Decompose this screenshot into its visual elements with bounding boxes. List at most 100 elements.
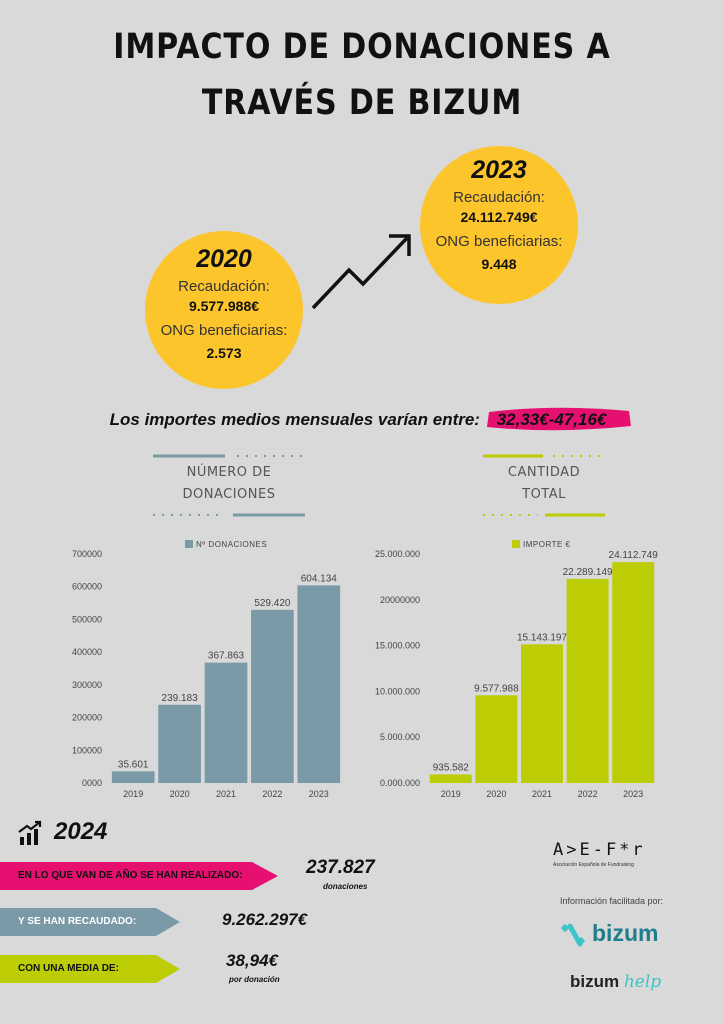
x-tick-label: 2023	[309, 789, 329, 799]
x-tick-label: 2019	[123, 789, 143, 799]
y-tick-label: 0000	[82, 778, 102, 788]
y-tick-label: 500000	[72, 614, 102, 624]
bar	[251, 609, 294, 783]
data-label: 15.143.197	[517, 632, 567, 643]
year-2020-label: 2020	[196, 245, 252, 273]
year-2024-title: 2024	[54, 818, 108, 845]
average-amount-text: Los importes medios mensuales varían ent…	[109, 410, 480, 429]
circle-2023: 2023 Recaudación: 24.112.749€ ONG benefi…	[420, 146, 578, 304]
legend-swatch	[185, 540, 193, 548]
bar	[204, 662, 248, 783]
data-label: 24.112.749	[609, 550, 659, 561]
ong-label-2023: ONG beneficiarias:	[435, 233, 563, 250]
y-tick-label: 700000	[72, 549, 102, 559]
x-tick-label: 2021	[532, 789, 552, 799]
recaudacion-value-2020: 9.577.988€	[188, 298, 260, 314]
right-section-title-line2: TOTAL	[522, 487, 566, 502]
bar	[429, 774, 472, 783]
bar	[297, 585, 341, 783]
y-tick-label: 5.000.000	[380, 732, 420, 742]
chart-svg-0: 0000 100000 200000 300000 400000 500000 600000…	[72, 540, 341, 799]
circle-2020: 2020 Recaudación: 9.577.988€ ONG benefic…	[145, 231, 303, 389]
chart-svg-1: 0.000.000 5.000.000 10.000.000 15.000.000 20…	[375, 540, 659, 799]
ong-value-2023: 9.448	[481, 256, 517, 272]
data-label: 604.134	[301, 573, 338, 584]
aefr-logo-subtitle: Asociación Española de Fundraising	[553, 862, 634, 868]
legend-label: Nº DONACIONES	[196, 540, 267, 549]
y-tick-label: 600000	[72, 582, 102, 592]
row-donations-label: EN LO QUE VAN DE AÑO SE HAN REALIZADO:	[18, 870, 243, 881]
bar	[521, 644, 563, 783]
y-tick-label: 20000000	[380, 595, 420, 605]
x-tick-label: 2021	[216, 789, 236, 799]
bizum-logo-text: bizum	[592, 920, 659, 946]
x-tick-label: 2022	[262, 789, 282, 799]
data-label: 35.601	[118, 759, 149, 770]
bizumhelp-logo-bizum: bizum	[570, 972, 620, 991]
left-section-title-line2: DONACIONES	[182, 487, 276, 502]
left-section-top-rule	[153, 454, 305, 458]
recaudacion-value-2023: 24.112.749€	[460, 209, 538, 225]
left-section-title: NÚMERO DE DONACIONES	[150, 462, 308, 506]
aefr-logo-text: A>E-F*r	[553, 840, 646, 860]
data-label: 22.289.149	[563, 567, 613, 578]
recaudacion-label-2020: Recaudación:	[178, 278, 270, 295]
page-title-line2: TRAVÉS DE BIZUM	[201, 83, 523, 123]
bizumhelp-logo-help: help	[623, 972, 662, 992]
data-label: 9.577.988	[474, 683, 519, 694]
y-tick-label: 15.000.000	[375, 641, 420, 651]
x-tick-label: 2019	[441, 789, 461, 799]
total-amount-chart: 0.000.000 5.000.000 10.000.000 15.000.000 20…	[360, 530, 724, 810]
x-tick-label: 2020	[486, 789, 506, 799]
right-section-top-rule	[483, 454, 605, 458]
legend-swatch	[512, 540, 520, 548]
average-range-value: 32,33€-47,16€	[496, 410, 607, 429]
bar	[475, 695, 518, 783]
average-amount-line: Los importes medios mensuales varían ent…	[0, 407, 724, 432]
y-tick-label: 200000	[72, 713, 102, 723]
x-tick-label: 2020	[170, 789, 190, 799]
average-range-highlight: 32,33€-47,16€	[486, 407, 631, 432]
page-title-line1: IMPACTO DE DONACIONES A	[113, 27, 611, 67]
ong-value-2020: 2.573	[206, 345, 242, 361]
row-raised-label: Y SE HAN RECAUDADO:	[18, 916, 137, 927]
recaudacion-label-2023: Recaudación:	[453, 189, 545, 206]
y-tick-label: 100000	[72, 745, 102, 755]
row-donations-sub: donaciones	[323, 882, 368, 891]
trend-chart-icon	[18, 820, 42, 845]
left-section-title-line1: NÚMERO DE	[186, 465, 272, 480]
data-label: 935.582	[433, 762, 470, 773]
legend-label: IMPORTE €	[523, 540, 571, 549]
data-label: 529.420	[254, 598, 291, 609]
row-raised-value: 9.262.297€	[222, 910, 308, 929]
brush-highlight-icon	[486, 407, 631, 431]
left-section-bottom-rule	[153, 513, 305, 517]
x-tick-label: 2023	[623, 789, 643, 799]
row-donations-value: 237.827	[306, 857, 375, 878]
y-tick-label: 0.000.000	[380, 778, 420, 788]
info-provided-by: Información facilitada por:	[560, 896, 664, 906]
row-average-sub: por donación	[229, 975, 280, 984]
row-donations-band: EN LO QUE VAN DE AÑO SE HAN REALIZADO:	[0, 862, 278, 890]
bizumhelp-logo: bizum help	[570, 972, 661, 992]
donations-count-chart: 0000 100000 200000 300000 400000 500000 600000…	[0, 530, 360, 810]
right-section-title: CANTIDAD TOTAL	[480, 462, 608, 506]
bar	[158, 704, 201, 783]
data-label: 239.183	[162, 693, 199, 704]
row-raised-band: Y SE HAN RECAUDADO:	[0, 908, 180, 936]
growth-arrow-icon	[311, 234, 411, 310]
ong-label-2020: ONG beneficiarias:	[160, 322, 288, 339]
right-section-bottom-rule	[483, 513, 605, 517]
bar	[612, 562, 655, 783]
bar	[566, 578, 609, 783]
y-tick-label: 300000	[72, 680, 102, 690]
y-tick-label: 25.000.000	[375, 549, 420, 559]
row-average-value: 38,94€	[226, 951, 278, 970]
row-average-band: CON UNA MEDIA DE:	[0, 955, 180, 983]
y-tick-label: 400000	[72, 647, 102, 657]
data-label: 367.863	[208, 651, 245, 662]
row-average-label: CON UNA MEDIA DE:	[18, 963, 119, 974]
right-section-title-line1: CANTIDAD	[507, 465, 581, 480]
bizum-mark-icon	[561, 923, 585, 947]
y-tick-label: 10.000.000	[375, 686, 420, 696]
